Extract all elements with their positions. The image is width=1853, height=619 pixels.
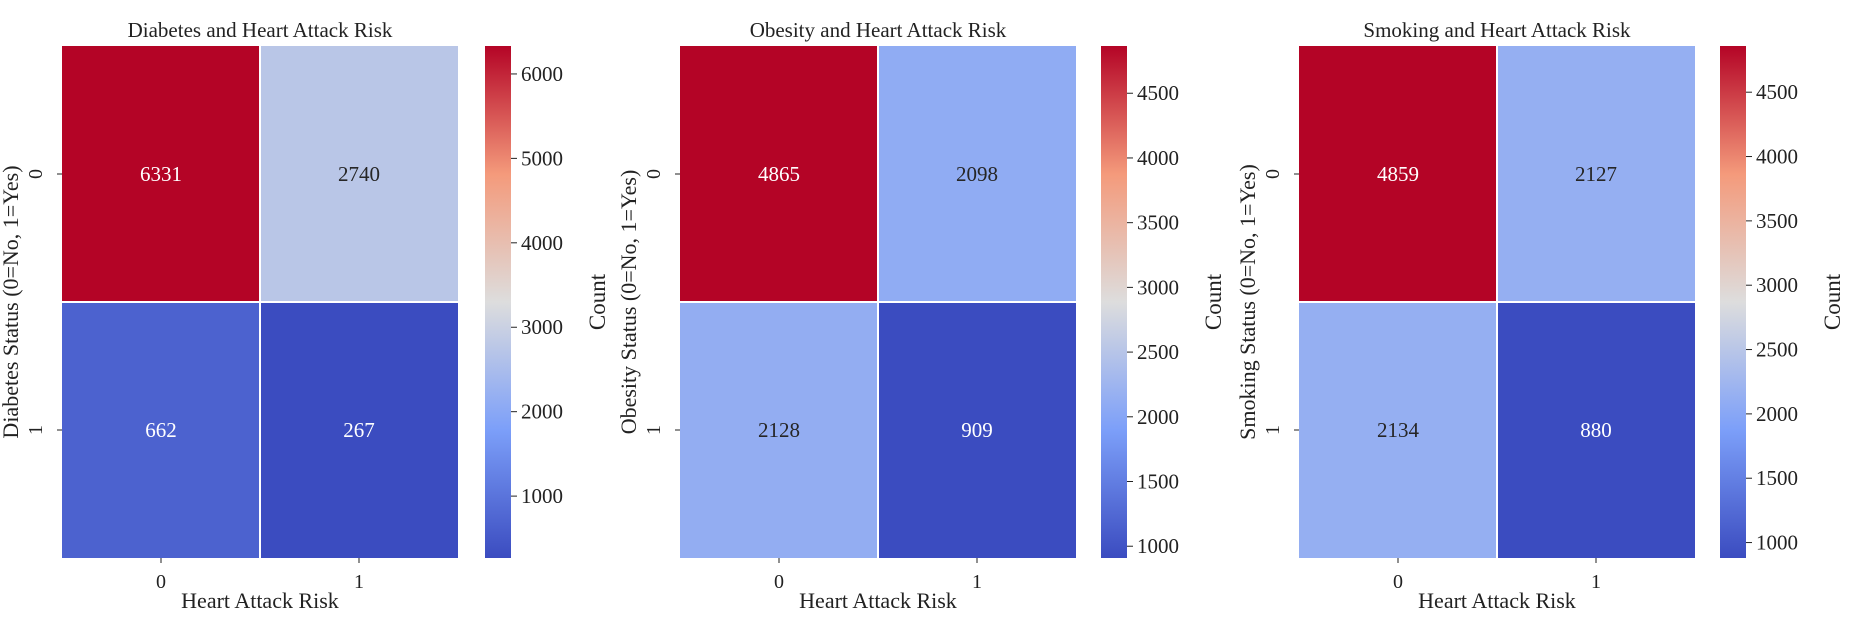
- colorbar-tick-label: 2500: [1137, 340, 1179, 364]
- colorbar-tick-label: 2500: [1756, 338, 1798, 362]
- chart-title: Smoking and Heart Attack Risk: [1363, 18, 1631, 42]
- colorbar-tick-label: 1000: [1137, 534, 1179, 558]
- cell-value-label: 6331: [140, 162, 182, 186]
- x-tick-label: 0: [1393, 571, 1403, 593]
- heatmap-cell: [260, 46, 458, 302]
- x-axis-label: Heart Attack Risk: [181, 588, 339, 613]
- colorbar-label: Count: [1201, 273, 1226, 330]
- colorbar-tick-label: 4000: [1137, 146, 1179, 170]
- colorbar-tick-label: 4500: [1137, 81, 1179, 105]
- colorbar-label: Count: [585, 273, 610, 330]
- cell-value-label: 2740: [338, 162, 380, 186]
- heatmap-cell: [878, 46, 1076, 302]
- y-tick-label: 1: [643, 425, 665, 435]
- y-tick-label: 0: [643, 169, 665, 179]
- cell-value-label: 2128: [758, 418, 800, 442]
- x-tick-label: 1: [354, 571, 364, 593]
- y-tick-label: 1: [25, 425, 47, 435]
- chart-title: Diabetes and Heart Attack Risk: [128, 18, 393, 42]
- cell-value-label: 2098: [956, 162, 998, 186]
- colorbar-tick-label: 1000: [521, 484, 563, 508]
- cell-value-label: 662: [145, 418, 177, 442]
- heatmap-cell: [1299, 302, 1497, 558]
- colorbar-tick-label: 1500: [1137, 470, 1179, 494]
- cell-value-label: 2127: [1575, 162, 1617, 186]
- chart-title: Obesity and Heart Attack Risk: [750, 18, 1007, 42]
- colorbar-tick-label: 3000: [521, 315, 563, 339]
- x-axis-label: Heart Attack Risk: [799, 588, 957, 613]
- colorbar-tick-label: 3500: [1137, 211, 1179, 235]
- heatmap-panel-3: Smoking and Heart Attack Risk 4859 2127 213…: [1235, 18, 1845, 613]
- heatmap-cell: [680, 46, 878, 302]
- colorbar-tick-label: 3000: [1137, 275, 1179, 299]
- y-tick-label: 0: [1262, 169, 1284, 179]
- cell-value-label: 267: [343, 418, 375, 442]
- colorbar-label: Count: [1820, 273, 1845, 330]
- y-tick-label: 0: [25, 169, 47, 179]
- y-axis-label: Diabetes Status (0=No, 1=Yes): [0, 165, 23, 438]
- colorbar: [1101, 46, 1127, 558]
- heatmap-cell: [260, 302, 458, 558]
- y-tick-label: 1: [1262, 425, 1284, 435]
- colorbar-tick-label: 5000: [521, 146, 563, 170]
- cell-value-label: 2134: [1377, 418, 1420, 442]
- x-tick-label: 1: [1591, 571, 1601, 593]
- cell-value-label: 4859: [1377, 162, 1419, 186]
- heatmap-cell: [1497, 302, 1695, 558]
- x-tick-label: 1: [972, 571, 982, 593]
- heatmap-cell: [1299, 46, 1497, 302]
- colorbar: [1720, 46, 1746, 558]
- heatmap-cell: [62, 302, 260, 558]
- y-axis-label: Obesity Status (0=No, 1=Yes): [616, 170, 641, 435]
- heatmap-cell: [680, 302, 878, 558]
- colorbar-tick-label: 6000: [521, 62, 563, 86]
- colorbar-tick-label: 2000: [1756, 402, 1798, 426]
- colorbar-tick-label: 4000: [1756, 145, 1798, 169]
- colorbar-tick-label: 2000: [521, 400, 563, 424]
- heatmap-panel-2: Obesity and Heart Attack Risk 4865 2098 212…: [616, 18, 1226, 613]
- x-tick-label: 0: [774, 571, 784, 593]
- heatmap-cell: [1497, 46, 1695, 302]
- cell-value-label: 4865: [758, 162, 800, 186]
- colorbar-tick-label: 2000: [1137, 405, 1179, 429]
- colorbar-tick-label: 1000: [1756, 531, 1798, 555]
- heatmap-cell: [878, 302, 1076, 558]
- colorbar-tick-label: 3000: [1756, 273, 1798, 297]
- colorbar: [485, 46, 511, 558]
- heatmap-cell: [62, 46, 260, 302]
- x-axis-label: Heart Attack Risk: [1418, 588, 1576, 613]
- colorbar-tick-label: 4500: [1756, 80, 1798, 104]
- cell-value-label: 909: [961, 418, 993, 442]
- colorbar-tick-label: 4000: [521, 231, 563, 255]
- y-axis-label: Smoking Status (0=No, 1=Yes): [1235, 164, 1260, 440]
- cell-value-label: 880: [1580, 418, 1612, 442]
- colorbar-tick-label: 3500: [1756, 209, 1798, 233]
- x-tick-label: 0: [156, 571, 166, 593]
- heatmap-panel-1: Diabetes and Heart Attack Risk 6331 2740 66…: [0, 18, 610, 613]
- colorbar-tick-label: 1500: [1756, 466, 1798, 490]
